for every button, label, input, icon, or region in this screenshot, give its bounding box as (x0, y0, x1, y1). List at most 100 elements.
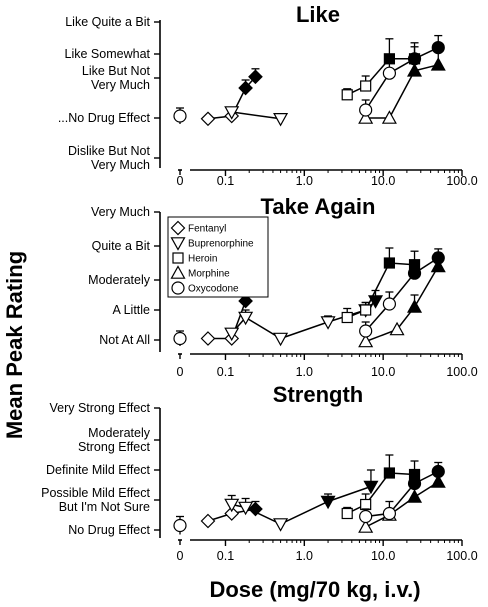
series-line (346, 262, 415, 319)
y-tick-label: No Drug Effect (68, 523, 150, 537)
x-tick-label: 1.0 (296, 549, 313, 563)
panel-title: Take Again (261, 194, 376, 219)
data-point (430, 474, 446, 488)
data-point (320, 316, 336, 330)
x-tick-label: 100.0 (446, 365, 477, 379)
series-heroin (341, 38, 421, 101)
data-point (238, 311, 254, 326)
legend-label: Morphine (188, 269, 230, 280)
data-point (224, 506, 240, 521)
data-point (200, 513, 216, 529)
y-tick-label: ...No Drug Effect (58, 111, 151, 125)
placebo-point (173, 331, 187, 346)
series-line (365, 481, 439, 528)
legend-marker (170, 220, 186, 236)
data-point (224, 498, 240, 513)
series-heroin (341, 454, 421, 520)
x-tick-label: 100.0 (446, 174, 477, 188)
data-point (407, 63, 423, 77)
y-tick-label: Like Somewhat (65, 47, 151, 61)
series-line (231, 111, 281, 120)
x-tick-label: 10.0 (371, 174, 395, 188)
data-point (359, 103, 373, 117)
data-point (407, 266, 422, 280)
y-tick-label: Dislike But Not Very Much (68, 144, 150, 172)
data-point (200, 331, 216, 346)
data-point (360, 304, 372, 316)
data-point (431, 464, 445, 479)
data-point (341, 311, 353, 324)
data-point (248, 69, 263, 85)
data-point (248, 501, 263, 517)
legend-box (167, 216, 269, 298)
x-tick-label: 0.1 (217, 365, 234, 379)
data-point (407, 489, 423, 503)
data-point (431, 40, 445, 55)
data-point (341, 507, 353, 520)
y-tick-label: Moderately Strong Effect (78, 426, 151, 454)
y-tick-label: Possible Mild Effect But I'm Not Sure (41, 486, 150, 514)
panel-strength: Strength No Drug Effect Possible Mild Effe… (41, 382, 478, 563)
series-line (365, 64, 439, 119)
data-point (382, 297, 397, 311)
series-buprenorphine (224, 106, 289, 127)
series-line (365, 470, 439, 518)
series-morphine (358, 50, 446, 124)
data-point (360, 80, 372, 92)
x-tick-label: 0 (177, 174, 184, 188)
series-line (207, 76, 257, 120)
series-line (231, 300, 377, 340)
y-tick-label: Not At All (99, 333, 150, 347)
series-line (365, 46, 439, 111)
data-point (273, 332, 289, 347)
data-point (382, 506, 397, 521)
data-point (224, 106, 240, 120)
series-oxycodone (359, 461, 445, 524)
x-axis-title: Dose (mg/70 kg, i.v.) (209, 577, 420, 602)
data-point (238, 501, 254, 516)
series-line (365, 266, 439, 343)
y-tick-label: A Little (112, 303, 150, 317)
y-tick-label: Moderately (88, 273, 151, 287)
legend-marker (170, 265, 186, 279)
series-buprenorphine (224, 469, 379, 532)
series-line (365, 257, 439, 332)
y-tick-label: Like But Not Very Much (82, 64, 151, 92)
data-point (381, 110, 397, 124)
series-morphine (358, 252, 446, 348)
series-line (346, 58, 415, 96)
x-tick-label: 100.0 (446, 549, 477, 563)
y-axis-title: Mean Peak Rating (2, 251, 27, 439)
data-point (383, 467, 396, 479)
x-tick-label: 1.0 (296, 365, 313, 379)
data-point (383, 257, 396, 269)
series-oxycodone (359, 34, 445, 117)
series-line (346, 472, 415, 515)
data-point (389, 321, 405, 336)
placebo-point (173, 109, 187, 123)
x-tick-label: 1.0 (296, 174, 313, 188)
legend-marker (172, 252, 184, 264)
data-point (358, 110, 374, 124)
x-tick-label: 0.1 (217, 549, 234, 563)
data-point (238, 293, 253, 309)
y-tick-label: Like Quite a Bit (65, 15, 150, 29)
data-point (360, 498, 372, 511)
y-tick-label: Definite Mild Effect (46, 463, 151, 477)
data-point (320, 495, 336, 510)
legend-label: Buprenorphine (188, 239, 254, 250)
data-point (358, 333, 374, 348)
x-tick-label: 0 (177, 365, 184, 379)
y-tick-label: Very Strong Effect (49, 401, 150, 415)
series-oxycodone (359, 248, 445, 338)
legend-label: Oxycodone (188, 284, 239, 295)
data-point (273, 518, 289, 532)
data-point (382, 66, 397, 80)
panels: Like Dislike But Not Very Much ...No Drug E… (41, 2, 478, 563)
data-point (367, 295, 384, 309)
data-point (430, 57, 446, 71)
data-point (238, 80, 253, 96)
x-tick-label: 10.0 (371, 365, 395, 379)
placebo-point (173, 518, 187, 533)
